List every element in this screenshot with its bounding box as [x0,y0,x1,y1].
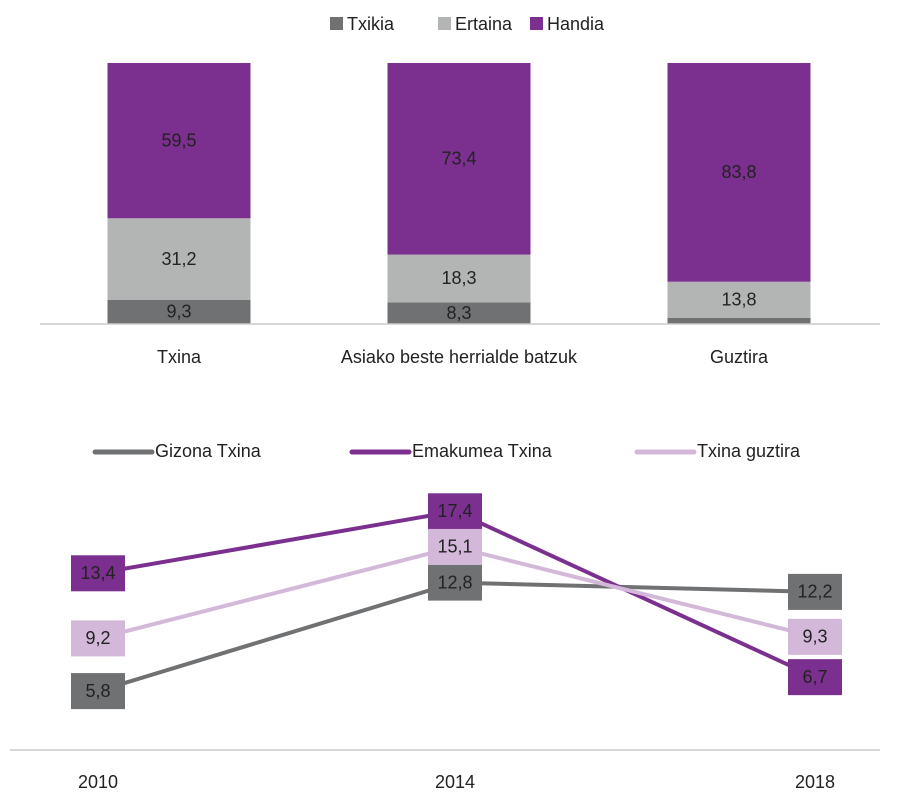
data-label-box [71,620,125,657]
data-label: 5,8 [85,681,110,701]
bar-segment [667,63,811,282]
legend-label: Txikia [347,14,395,34]
x-tick-label: 2010 [78,772,118,792]
bar-segment [107,218,251,300]
data-label: 15,1 [437,537,472,557]
data-label: 9,2 [85,628,110,648]
legend-swatch [530,17,543,30]
legend-swatch [330,17,343,30]
data-label: 13,8 [721,289,756,309]
legend-swatch [438,17,451,30]
data-label-box [71,673,125,710]
bar-segment [387,302,531,324]
legend-label: Txina guztira [697,441,801,461]
bar-segment [667,317,811,324]
data-label: 9,3 [166,302,191,322]
bar-segment [387,254,531,303]
data-label: 13,4 [80,563,115,583]
x-tick-label: 2018 [795,772,835,792]
x-tick-label: Txina [157,347,202,367]
x-tick-label: 2014 [435,772,475,792]
data-label-box [788,618,842,655]
bar-segment [107,63,251,219]
bar-segment [107,299,251,324]
data-label: 17,4 [437,501,472,521]
data-label-box [788,573,842,610]
data-label-box [788,659,842,696]
data-label: 59,5 [161,130,196,150]
legend-label: Emakumea Txina [412,441,553,461]
data-label: 6,7 [802,667,827,687]
legend-label: Gizona Txina [155,441,262,461]
bar-segment [387,63,531,255]
data-label: 12,2 [797,582,832,602]
data-label: 12,8 [437,572,472,592]
x-tick-label: Guztira [710,347,769,367]
data-label-box [428,493,482,530]
data-label: 73,4 [441,149,476,169]
x-tick-label: Asiako beste herrialde batzuk [341,347,578,367]
bar-segment [667,281,811,318]
data-label: 9,3 [802,627,827,647]
legend-label: Handia [547,14,605,34]
data-label: 31,2 [161,249,196,269]
data-label-box [428,528,482,565]
data-label-box [428,564,482,601]
legend-label: Ertaina [455,14,513,34]
data-label: 8,3 [446,303,471,323]
data-label: 18,3 [441,268,476,288]
data-label-box [71,555,125,592]
data-label: 83,8 [721,162,756,182]
